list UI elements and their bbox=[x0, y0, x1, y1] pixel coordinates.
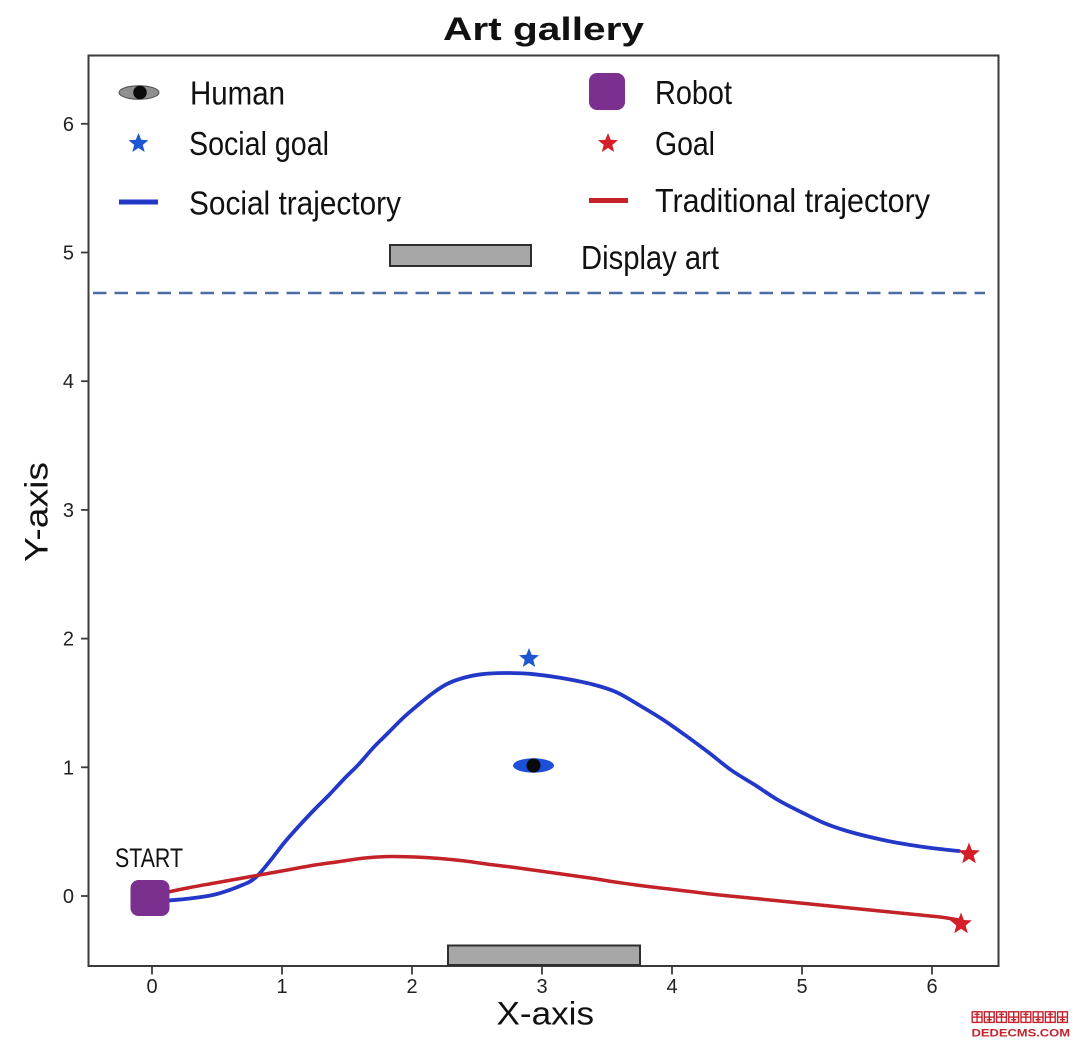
svg-text:5: 5 bbox=[63, 243, 74, 265]
svg-text:5: 5 bbox=[796, 976, 807, 998]
svg-text:3: 3 bbox=[536, 976, 547, 998]
svg-text:Art gallery: Art gallery bbox=[443, 11, 644, 47]
svg-text:Traditional trajectory: Traditional trajectory bbox=[655, 182, 930, 219]
svg-text:START: START bbox=[115, 843, 183, 873]
svg-text:4: 4 bbox=[63, 371, 74, 393]
svg-text:0: 0 bbox=[146, 976, 157, 998]
svg-text:Social trajectory: Social trajectory bbox=[189, 185, 401, 222]
svg-text:4: 4 bbox=[666, 976, 677, 998]
svg-text:0: 0 bbox=[63, 886, 74, 908]
svg-text:Display art: Display art bbox=[581, 239, 719, 276]
svg-text:Robot: Robot bbox=[655, 74, 732, 111]
svg-text:Y-axis: Y-axis bbox=[19, 462, 55, 562]
svg-text:1: 1 bbox=[276, 976, 287, 998]
svg-text:Social goal: Social goal bbox=[189, 125, 329, 162]
svg-text:DEDECMS.COM: DEDECMS.COM bbox=[972, 1028, 1071, 1040]
svg-text:2: 2 bbox=[63, 629, 74, 651]
svg-text:X-axis: X-axis bbox=[497, 996, 595, 1032]
svg-text:1: 1 bbox=[63, 757, 74, 779]
svg-text:Human: Human bbox=[190, 75, 285, 112]
svg-text:Goal: Goal bbox=[655, 125, 715, 162]
svg-text:3: 3 bbox=[63, 500, 74, 522]
svg-text:2: 2 bbox=[406, 976, 417, 998]
svg-text:6: 6 bbox=[63, 114, 74, 136]
svg-text:6: 6 bbox=[926, 976, 937, 998]
